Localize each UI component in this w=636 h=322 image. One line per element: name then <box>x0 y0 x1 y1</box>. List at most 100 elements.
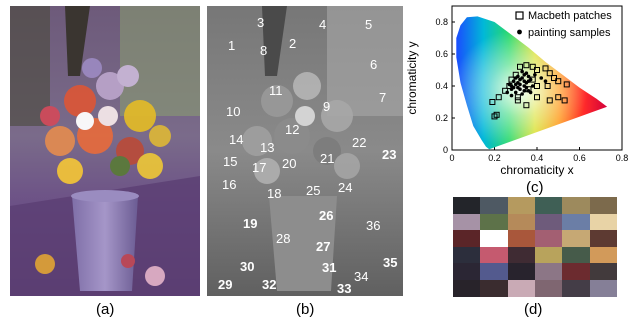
sample-label: 27 <box>316 239 331 254</box>
y-tick-label: 0.6 <box>435 49 448 59</box>
painting-sample-point <box>518 82 522 87</box>
painting-sample-point <box>543 79 548 83</box>
sample-label: 25 <box>306 183 321 198</box>
color-swatch <box>589 230 618 247</box>
painting-sample-point <box>526 79 531 83</box>
sample-label: 14 <box>229 132 244 147</box>
color-swatch <box>507 246 536 264</box>
sample-label: 23 <box>382 147 397 162</box>
color-swatch <box>589 279 618 297</box>
color-swatch <box>453 279 481 297</box>
chart-legend: Macbeth patches painting samples <box>515 10 612 39</box>
color-swatch <box>589 263 618 280</box>
color-swatch <box>535 213 563 231</box>
sample-label: 19 <box>243 216 258 231</box>
x-tick-label: 0.6 <box>573 153 586 163</box>
sample-label: 20 <box>282 156 297 171</box>
grayscale-painting-labeled: 1 2 3 4 5 6 7 8 9 10 11 12 13 14 15 16 1… <box>207 6 403 296</box>
x-tick-label: 0.4 <box>531 153 544 163</box>
color-swatch <box>480 279 509 297</box>
painting-sample-point <box>516 85 520 90</box>
macbeth-patch-point <box>495 94 502 101</box>
color-swatch <box>589 197 618 214</box>
y-tick-label: 0.2 <box>435 113 448 123</box>
color-swatch <box>562 213 591 231</box>
x-tick-label: 0.2 <box>488 153 501 163</box>
sample-label: 3 <box>257 15 265 30</box>
sample-label: 13 <box>260 140 275 155</box>
y-tick-label: 0.8 <box>435 17 448 27</box>
painting-sample-point <box>511 79 516 83</box>
painting-sample-point <box>528 90 533 95</box>
color-swatch <box>562 197 591 214</box>
sample-label: 21 <box>320 151 335 166</box>
painting-sample-point <box>513 90 518 95</box>
macbeth-patch-point <box>551 75 557 81</box>
legend-dot-icon <box>517 29 522 35</box>
macbeth-patch-point <box>523 102 530 109</box>
color-swatch <box>453 263 481 280</box>
color-swatch <box>589 246 618 264</box>
sample-label: 32 <box>262 277 277 292</box>
y-tick-label: 0 <box>443 145 448 155</box>
color-swatch <box>507 279 536 297</box>
color-swatch <box>453 213 481 231</box>
painting-sample-point <box>526 74 531 79</box>
sample-label: 29 <box>218 277 233 292</box>
color-swatch <box>480 197 509 214</box>
sample-label: 2 <box>289 36 297 51</box>
color-swatch <box>562 230 591 247</box>
macbeth-patch-point <box>561 97 568 104</box>
painting-sample-point <box>520 92 524 96</box>
macbeth-patch-point <box>563 81 570 88</box>
color-swatch <box>480 230 509 247</box>
caption-b: (b) <box>296 301 315 318</box>
sample-label: 9 <box>323 99 331 114</box>
sample-label: 5 <box>365 17 373 32</box>
color-swatch <box>535 230 563 247</box>
color-swatch <box>480 246 509 264</box>
macbeth-patch-point <box>523 62 530 69</box>
painting-sample-point <box>533 73 537 77</box>
painting-sample-point <box>530 84 535 88</box>
macbeth-patch-point <box>534 94 540 101</box>
x-tick-label: 0.8 <box>616 153 629 163</box>
macbeth-patch-point <box>493 111 500 118</box>
chart-axes: 0 0.2 0.4 0.6 0.8 0 0.2 0.4 0.6 0.8 chromaticity x… <box>405 5 629 177</box>
painting-sample-point <box>524 85 529 90</box>
macbeth-patch-point <box>534 67 540 73</box>
color-swatch <box>507 197 536 214</box>
macbeth-patch-point <box>544 83 551 89</box>
caption-c: (c) <box>526 179 544 196</box>
sample-label: 35 <box>383 255 398 270</box>
painting-sample-point <box>513 76 518 80</box>
y-tick-label: 0.4 <box>435 81 448 91</box>
sample-label: 4 <box>319 17 327 32</box>
painting-sample-point <box>524 71 529 75</box>
sample-label: 10 <box>226 104 241 119</box>
color-swatch <box>480 213 509 231</box>
grayscale-image <box>207 6 403 296</box>
sample-label: 7 <box>379 90 387 105</box>
sample-label: 34 <box>354 269 369 284</box>
sample-label: 17 <box>252 160 267 175</box>
color-swatch <box>507 263 536 280</box>
x-axis-label: chromaticity x <box>500 163 573 177</box>
color-swatch <box>480 263 509 280</box>
color-swatch <box>453 230 481 247</box>
legend-square-icon <box>515 11 524 20</box>
sample-label: 12 <box>285 122 300 137</box>
legend-label-painting: painting samples <box>528 27 611 39</box>
sample-label: 11 <box>269 83 283 98</box>
macbeth-patch-point <box>517 63 523 70</box>
macbeth-patch-point <box>542 65 549 72</box>
color-swatch <box>535 197 563 214</box>
chromaticity-chart: 0 0.2 0.4 0.6 0.8 0 0.2 0.4 0.6 0.8 chromaticity x… <box>405 5 629 177</box>
sample-label: 1 <box>228 38 236 53</box>
sample-label: 33 <box>337 281 352 296</box>
color-swatch <box>507 230 536 247</box>
sample-label: 6 <box>370 57 378 72</box>
chart-marks <box>489 62 570 120</box>
color-swatch <box>562 279 591 297</box>
y-axis-label: chromaticity y <box>405 41 419 114</box>
